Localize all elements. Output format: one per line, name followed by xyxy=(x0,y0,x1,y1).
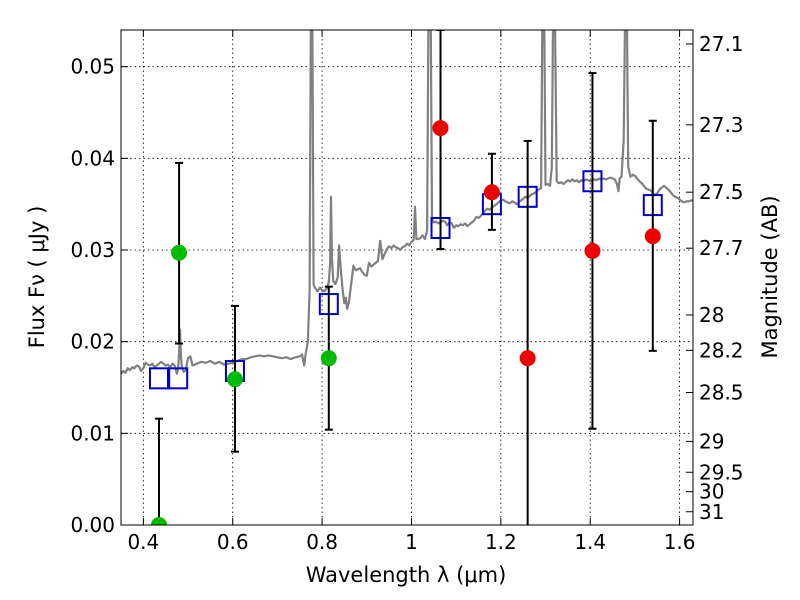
x-tick-label: 0.6 xyxy=(217,530,249,554)
observed-point xyxy=(150,517,167,525)
model-photometry-square xyxy=(148,367,169,390)
observed-point xyxy=(519,350,536,367)
observed-point xyxy=(432,120,449,137)
model-spectrum-line xyxy=(121,30,693,375)
right-tick-label: 27.3 xyxy=(699,113,744,137)
right-tick-label: 27.7 xyxy=(699,236,744,260)
observed-point xyxy=(226,371,243,388)
y-tick-label: 0.02 xyxy=(70,330,115,354)
observed-point xyxy=(320,350,337,367)
observed-point xyxy=(644,228,661,245)
y-tick-label: 0.05 xyxy=(70,55,115,79)
right-tick-label: 29.5 xyxy=(699,460,744,484)
x-tick-label: 1 xyxy=(405,530,418,554)
x-tick-label: 0.4 xyxy=(127,530,159,554)
y-tick-label: 0.04 xyxy=(70,146,115,170)
right-tick-label: 28 xyxy=(699,303,724,327)
y-tick-label: 0.00 xyxy=(70,513,115,537)
right-tick-label: 27.1 xyxy=(699,32,744,56)
y-tick-label: 0.03 xyxy=(70,238,115,262)
right-tick-label: 27.5 xyxy=(699,180,744,204)
axis-ticks: 0.4 0.6 0.8 1 1.2 1.4 1.6 0.00 0.01 0.02 0.03 0.04 0… xyxy=(70,30,744,554)
y-right-axis-title: Magnitude (AB) xyxy=(758,195,782,358)
grid xyxy=(121,30,693,526)
observed-point xyxy=(584,242,601,259)
x-tick-label: 0.8 xyxy=(306,530,338,554)
right-tick-label: 30 xyxy=(699,480,724,504)
x-axis-title: Wavelength λ (μm) xyxy=(306,563,507,587)
y-tick-label: 0.01 xyxy=(70,421,115,445)
x-tick-label: 1.2 xyxy=(485,530,517,554)
observed-point xyxy=(171,244,188,261)
x-tick-label: 1.6 xyxy=(664,530,696,554)
right-tick-label: 31 xyxy=(699,500,724,524)
x-tick-label: 1.4 xyxy=(574,530,606,554)
plot-area xyxy=(121,30,693,525)
right-tick-label: 28.5 xyxy=(699,381,744,405)
model-photometry-square xyxy=(168,367,189,390)
observed-point xyxy=(483,184,500,201)
right-tick-label: 29 xyxy=(699,429,724,453)
y-axis-title: Flux Fν ( μJy ) xyxy=(25,206,49,349)
right-tick-label: 28.2 xyxy=(699,338,744,362)
plot-frame xyxy=(120,29,694,526)
